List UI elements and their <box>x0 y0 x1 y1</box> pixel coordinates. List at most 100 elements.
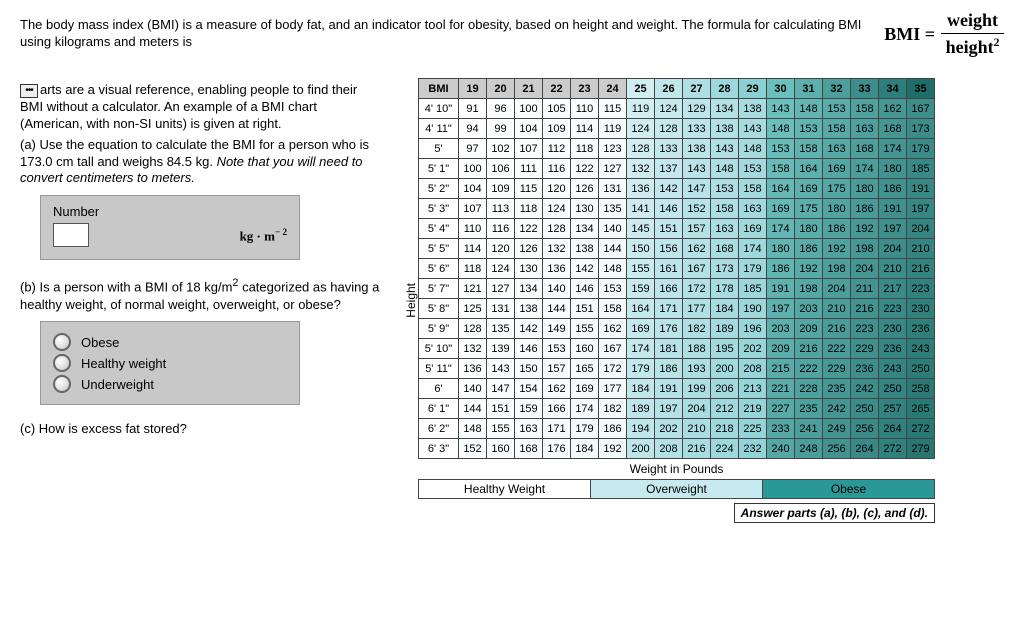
bmi-cell: 195 <box>711 339 739 359</box>
bmi-cell: 172 <box>599 359 627 379</box>
bmi-cell: 279 <box>907 439 935 459</box>
bmi-cell: 180 <box>767 239 795 259</box>
bmi-cell: 143 <box>739 119 767 139</box>
bmi-cell: 209 <box>767 339 795 359</box>
bmi-cell: 202 <box>655 419 683 439</box>
ellipsis-icon[interactable]: ••• <box>20 84 38 98</box>
bmi-cell: 140 <box>459 379 487 399</box>
answer-parts-note: Answer parts (a), (b), (c), and (d). <box>734 503 935 523</box>
bmi-cell: 235 <box>823 379 851 399</box>
bmi-cell: 153 <box>767 139 795 159</box>
bmi-cell: 250 <box>879 379 907 399</box>
bmi-cell: 169 <box>823 159 851 179</box>
bmi-value-input[interactable] <box>53 223 89 247</box>
bmi-cell: 264 <box>851 439 879 459</box>
bmi-cell: 138 <box>571 239 599 259</box>
bmi-cell: 230 <box>879 319 907 339</box>
bmi-cell: 158 <box>599 299 627 319</box>
bmi-cell: 250 <box>907 359 935 379</box>
bmi-cell: 216 <box>907 259 935 279</box>
bmi-cell: 192 <box>599 439 627 459</box>
bmi-cell: 153 <box>795 119 823 139</box>
bmi-cell: 112 <box>543 139 571 159</box>
answer-box-b: ObeseHealthy weightUnderweight <box>40 321 300 405</box>
radio-option[interactable] <box>53 375 71 393</box>
bmi-cell: 210 <box>823 299 851 319</box>
bmi-cell: 182 <box>683 319 711 339</box>
bmi-cell: 180 <box>851 179 879 199</box>
bmi-cell: 168 <box>515 439 543 459</box>
bmi-cell: 153 <box>543 339 571 359</box>
bmi-cell: 249 <box>823 419 851 439</box>
bmi-cell: 229 <box>851 339 879 359</box>
bmi-cell: 109 <box>487 179 515 199</box>
bmi-cell: 151 <box>571 299 599 319</box>
bmi-cell: 216 <box>683 439 711 459</box>
bmi-cell: 197 <box>655 399 683 419</box>
question-c: (c) How is excess fat stored? <box>20 421 380 438</box>
bmi-cell: 120 <box>543 179 571 199</box>
bmi-cell: 222 <box>795 359 823 379</box>
bmi-cell: 172 <box>683 279 711 299</box>
bmi-cell: 164 <box>627 299 655 319</box>
bmi-cell: 179 <box>571 419 599 439</box>
bmi-cell: 225 <box>739 419 767 439</box>
bmi-cell: 185 <box>739 279 767 299</box>
bmi-cell: 190 <box>739 299 767 319</box>
bmi-cell: 174 <box>851 159 879 179</box>
bmi-cell: 150 <box>515 359 543 379</box>
bmi-cell: 142 <box>515 319 543 339</box>
bmi-cell: 146 <box>515 339 543 359</box>
bmi-cell: 123 <box>599 139 627 159</box>
bmi-cell: 128 <box>543 219 571 239</box>
bmi-cell: 107 <box>515 139 543 159</box>
bmi-cell: 144 <box>599 239 627 259</box>
bmi-cell: 186 <box>851 199 879 219</box>
bmi-cell: 100 <box>515 99 543 119</box>
bmi-cell: 139 <box>487 339 515 359</box>
bmi-cell: 174 <box>571 399 599 419</box>
bmi-cell: 175 <box>823 179 851 199</box>
bmi-cell: 124 <box>487 259 515 279</box>
bmi-cell: 185 <box>907 159 935 179</box>
bmi-cell: 144 <box>459 399 487 419</box>
bmi-cell: 241 <box>795 419 823 439</box>
unit-label: kg · m− 2 <box>240 227 287 244</box>
bmi-cell: 126 <box>515 239 543 259</box>
bmi-cell: 109 <box>543 119 571 139</box>
bmi-cell: 235 <box>795 399 823 419</box>
bmi-cell: 186 <box>795 239 823 259</box>
bmi-cell: 227 <box>767 399 795 419</box>
bmi-cell: 198 <box>795 279 823 299</box>
bmi-cell: 167 <box>907 99 935 119</box>
bmi-cell: 163 <box>851 119 879 139</box>
bmi-cell: 140 <box>599 219 627 239</box>
bmi-cell: 138 <box>683 139 711 159</box>
bmi-cell: 127 <box>487 279 515 299</box>
bmi-cell: 153 <box>739 159 767 179</box>
chart-description: •••arts are a visual reference, enabling… <box>20 82 380 133</box>
bmi-cell: 133 <box>683 119 711 139</box>
bmi-cell: 122 <box>515 219 543 239</box>
bmi-cell: 232 <box>739 439 767 459</box>
radio-option[interactable] <box>53 333 71 351</box>
bmi-cell: 176 <box>655 319 683 339</box>
bmi-cell: 149 <box>543 319 571 339</box>
radio-option[interactable] <box>53 354 71 372</box>
bmi-cell: 216 <box>795 339 823 359</box>
bmi-cell: 142 <box>655 179 683 199</box>
legend-healthy: Healthy Weight <box>419 480 590 498</box>
bmi-cell: 184 <box>711 299 739 319</box>
bmi-cell: 160 <box>487 439 515 459</box>
bmi-cell: 130 <box>515 259 543 279</box>
bmi-cell: 196 <box>739 319 767 339</box>
bmi-cell: 171 <box>655 299 683 319</box>
bmi-cell: 215 <box>767 359 795 379</box>
bmi-cell: 203 <box>795 299 823 319</box>
bmi-cell: 186 <box>599 419 627 439</box>
bmi-cell: 198 <box>823 259 851 279</box>
bmi-cell: 217 <box>879 279 907 299</box>
bmi-cell: 179 <box>739 259 767 279</box>
bmi-cell: 174 <box>739 239 767 259</box>
bmi-cell: 110 <box>459 219 487 239</box>
